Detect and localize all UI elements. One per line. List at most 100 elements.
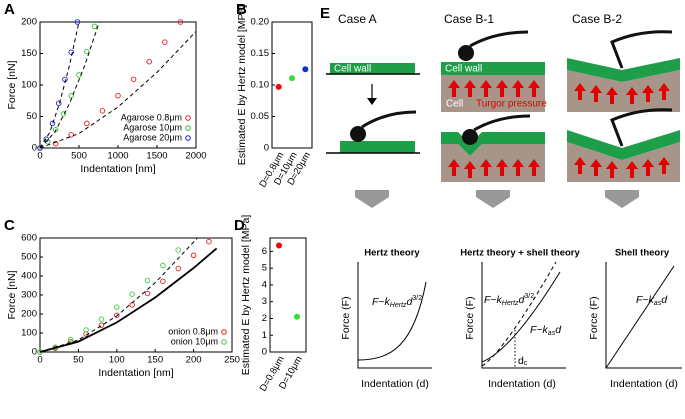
cell — [441, 70, 545, 112]
legend-marker — [185, 135, 191, 141]
data-point — [68, 132, 74, 138]
graph-y-label: Force (F) — [340, 296, 352, 339]
graph-x-label: Indentation (d) — [610, 378, 678, 390]
data-point — [98, 322, 105, 328]
data-point — [160, 262, 166, 269]
y-tick-label: 0 — [32, 347, 37, 358]
plot-frame — [269, 237, 307, 353]
graph-curve — [605, 265, 675, 369]
y-tick-label: 2 — [262, 313, 267, 324]
x-tick-label: 200 — [186, 355, 202, 366]
panel-label: A — [4, 1, 15, 18]
y-tick-label: 4 — [262, 279, 267, 290]
y-axis-label: Force [nN] — [6, 60, 18, 109]
y-tick-label: 100 — [21, 328, 37, 339]
data-point — [175, 265, 181, 272]
x-tick-label: 0 — [37, 151, 42, 162]
legend-label: onion 10μm — [171, 336, 218, 346]
data-point — [98, 316, 105, 322]
cell-wall-label: Cell wall — [334, 64, 371, 75]
graph-title: Shell theory — [615, 248, 670, 259]
data-point — [175, 247, 181, 253]
panel-label: E — [320, 5, 330, 22]
pressure-arrows — [574, 157, 670, 178]
cell-wall — [567, 58, 680, 82]
data-point — [162, 39, 168, 45]
y-tick-label: 100 — [21, 80, 37, 91]
graph-title: Hertz theory — [364, 248, 420, 259]
fit-line — [39, 21, 80, 149]
cell-wall — [340, 141, 415, 153]
x-tick-label: 500 — [71, 151, 87, 162]
data-point — [84, 48, 90, 55]
graph-x-label: Indentation (d) — [488, 378, 556, 390]
graph-y-label: Force (F) — [464, 296, 476, 339]
turgor-label: Turgor pressure — [476, 99, 547, 110]
y-tick-label: 300 — [21, 290, 37, 301]
x-tick-label: 50 — [73, 355, 84, 366]
pressure-arrows — [448, 159, 540, 178]
data-point — [294, 313, 300, 320]
data-point — [302, 66, 309, 73]
data-point — [114, 304, 120, 310]
data-point — [190, 252, 197, 259]
graph-axes — [481, 262, 566, 369]
y-axis-label: Force [nN] — [6, 270, 18, 319]
cantilever — [610, 30, 673, 69]
x-tick-label: 1500 — [146, 151, 167, 162]
panel-label: B — [236, 1, 247, 18]
y-tick-label: 0.15 — [251, 48, 270, 59]
probe — [462, 129, 478, 145]
cell-wall-label: Cell wall — [445, 64, 482, 75]
y-tick-label: 0.20 — [251, 17, 270, 28]
data-point — [146, 58, 152, 65]
data-point — [60, 111, 67, 117]
fit-line — [39, 247, 218, 353]
cell-wall — [441, 62, 545, 75]
data-point — [114, 312, 120, 319]
legend-marker — [185, 115, 191, 121]
formula: F~kHertzd3/2 — [484, 293, 534, 307]
data-point — [91, 23, 98, 30]
data-point — [37, 145, 43, 151]
data-point — [84, 120, 90, 127]
y-tick-label: 0.05 — [251, 111, 270, 122]
pressure-arrows — [574, 83, 670, 104]
y-tick-label: 0 — [264, 143, 269, 154]
x-tick-label: 2000 — [185, 151, 206, 162]
y-tick-label: 0 — [32, 143, 37, 154]
data-point — [52, 126, 59, 133]
cell-wall — [330, 63, 415, 74]
data-point — [276, 242, 282, 249]
data-point — [129, 291, 135, 297]
y-tick-label: 500 — [21, 252, 37, 263]
graph-y-label: Force (F) — [588, 296, 600, 339]
probe — [350, 126, 366, 142]
data-point — [99, 108, 106, 114]
cell-label: Cell — [446, 99, 463, 110]
legend-label: Agarose 20μm — [123, 132, 182, 142]
arrow-head — [367, 98, 377, 105]
graph-title: Hertz theory + shell theory — [460, 248, 580, 259]
x-axis-label: Indentation [nm] — [80, 163, 155, 175]
graph-curve — [481, 261, 557, 367]
pressure-arrows — [448, 80, 540, 97]
case-title: Case B-2 — [572, 12, 622, 26]
x-tick-label: 250 — [224, 355, 240, 366]
y-tick-label: 150 — [21, 48, 37, 59]
data-point — [130, 76, 137, 83]
data-point — [68, 49, 74, 55]
y-tick-label: 200 — [21, 309, 37, 320]
graph-curve — [357, 281, 427, 361]
graph-curve — [481, 271, 561, 363]
cantilever — [361, 110, 417, 129]
data-point — [177, 19, 184, 25]
x-tick-label: 1000 — [107, 151, 128, 162]
data-point — [289, 75, 295, 82]
legend-label: Agarose 10μm — [123, 122, 182, 132]
case-title: Case A — [338, 12, 377, 26]
graph-axes — [357, 262, 432, 369]
legend-marker — [221, 329, 227, 335]
y-tick-label: 0.10 — [251, 80, 270, 91]
cantilever — [610, 108, 673, 147]
